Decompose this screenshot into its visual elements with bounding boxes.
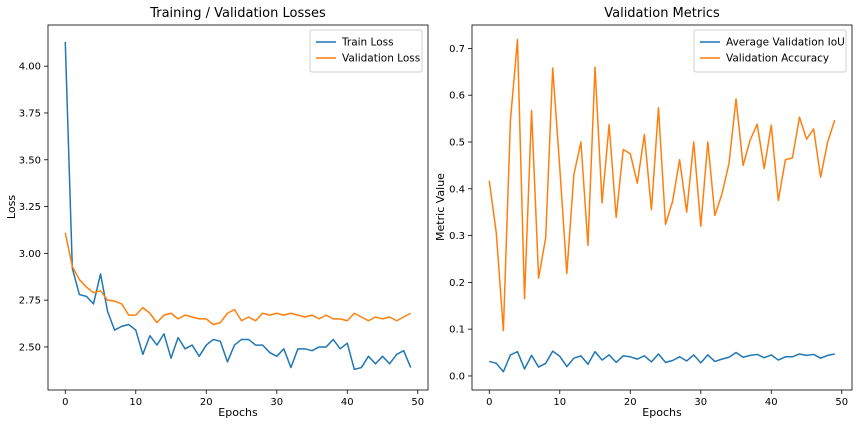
chart-title: Validation Metrics: [604, 6, 720, 21]
x-tick-label: 10: [129, 397, 142, 408]
y-tick-label: 4.00: [19, 62, 41, 73]
x-tick-label: 0: [62, 397, 68, 408]
y-tick-label: 3.00: [19, 249, 41, 260]
x-axis-label: Epochs: [642, 406, 682, 419]
chart-validation-metrics: Validation Metrics Epochs Metric Value 0…: [434, 6, 853, 419]
x-axis-label: Epochs: [218, 406, 258, 419]
y-tick-label: 0.7: [449, 44, 465, 55]
y-tick-label: 0.0: [449, 371, 465, 382]
ticks-group: 0 10 20 30 40 50 2.50 2.75 3.00 3.25 3.50 3.75 4.00: [19, 62, 424, 408]
legend-label: Average Validation IoU: [726, 37, 845, 49]
legend: Average Validation IoU Validation Accurac…: [693, 29, 847, 73]
y-tick-label: 2.50: [19, 342, 41, 353]
x-tick-label: 30: [270, 397, 283, 408]
x-tick-label: 50: [835, 397, 848, 408]
x-tick-label: 50: [411, 397, 424, 408]
y-tick-label: 3.25: [19, 202, 41, 213]
y-tick-label: 0.4: [449, 184, 465, 195]
series-group: [488, 38, 836, 373]
ticks-group: 0 10 20 30 40 50 0.0 0.1 0.2 0.3 0.4 0.5 0.6 0.7: [449, 44, 848, 408]
series-line-train-loss: [64, 41, 412, 371]
series-line-average-validation-iou: [489, 350, 835, 373]
legend-label: Validation Loss: [342, 53, 420, 65]
legend-box: [309, 29, 423, 73]
x-tick-label: 20: [624, 397, 637, 408]
y-tick-label: 2.75: [19, 296, 41, 307]
plot-frame: [47, 24, 429, 391]
y-axis-label: Loss: [5, 195, 18, 219]
chart-losses: Training / Validation Losses Epochs Loss…: [5, 6, 429, 419]
y-tick-label: 0.3: [449, 231, 465, 242]
legend: Train Loss Validation Loss: [309, 29, 423, 73]
y-tick-label: 3.50: [19, 155, 41, 166]
series-line-validation-loss: [64, 232, 412, 326]
y-tick-label: 0.6: [449, 91, 465, 102]
legend-label: Train Loss: [341, 37, 394, 49]
x-tick-label: 10: [553, 397, 566, 408]
x-tick-label: 40: [765, 397, 778, 408]
series-group: [64, 41, 412, 371]
x-tick-label: 40: [341, 397, 354, 408]
y-axis-label: Metric Value: [434, 173, 447, 241]
legend-label: Validation Accuracy: [726, 53, 829, 65]
plot-frame: [471, 24, 853, 391]
x-tick-label: 30: [694, 397, 707, 408]
y-tick-label: 3.75: [19, 108, 41, 119]
x-tick-label: 20: [200, 397, 213, 408]
y-tick-label: 0.1: [449, 325, 465, 336]
y-tick-label: 0.5: [449, 137, 465, 148]
chart-title: Training / Validation Losses: [149, 6, 326, 21]
x-tick-label: 0: [486, 397, 492, 408]
series-line-validation-accuracy: [488, 38, 836, 332]
y-tick-label: 0.2: [449, 278, 465, 289]
legend-box: [693, 29, 847, 73]
